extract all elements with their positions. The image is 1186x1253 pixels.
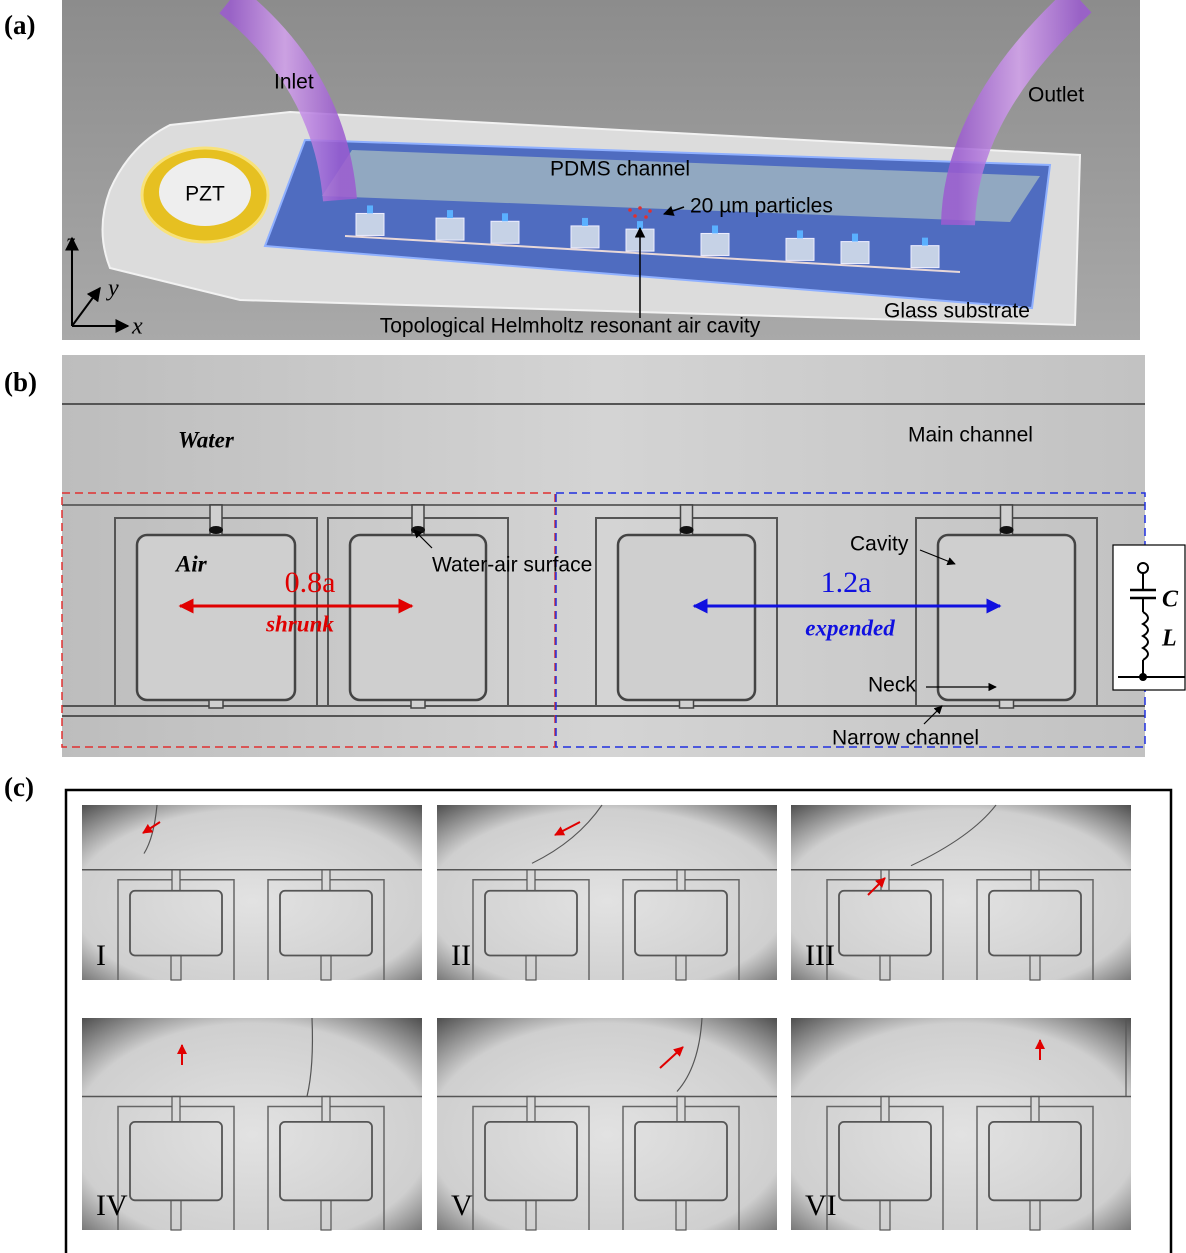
axis-x-label: x [131, 314, 143, 340]
neck [712, 225, 718, 233]
frame: V [437, 1018, 777, 1230]
inductor-label: L [1161, 626, 1177, 652]
neck [411, 700, 425, 708]
cavity-label: Topological Helmholtz resonant air cavit… [380, 315, 761, 338]
cavity [841, 242, 869, 264]
neck [922, 238, 928, 246]
cavity [571, 226, 599, 248]
shrunk-label: shrunk [265, 611, 334, 636]
panel-a: z y x (a) Inlet Outlet PZT PDMS channel … [4, 0, 1140, 340]
frame-label: III [805, 939, 835, 972]
main-channel-label: Main channel [908, 424, 1033, 447]
panel-label: (a) [4, 10, 35, 40]
expanded-label: expended [805, 615, 895, 640]
shrunk-spacing: 0.8a [285, 566, 336, 599]
substrate-label: Glass substrate [884, 300, 1030, 323]
circuit: C L [1113, 545, 1185, 690]
neck [209, 700, 223, 708]
cavity [701, 233, 729, 255]
axis-y-label: y [106, 276, 119, 302]
frame-label: V [451, 1189, 473, 1222]
cavity [491, 221, 519, 243]
neck [582, 218, 588, 226]
cavity [786, 238, 814, 260]
frame: II [437, 805, 777, 980]
cavity [618, 535, 755, 700]
particles-label: 20 µm particles [690, 195, 833, 218]
inlet-label: Inlet [274, 71, 314, 94]
water-air-surface [209, 526, 223, 534]
neck [797, 230, 803, 238]
water-label: Water [178, 427, 235, 452]
water-air-surface [411, 526, 425, 534]
cavity [938, 535, 1075, 700]
panel-b: (b) Water Main channel Air Water-air sur… [4, 355, 1185, 757]
panel-c: (c) IIIIIIIVVVI [4, 772, 1171, 1253]
narrow-channel-label: Narrow channel [832, 727, 979, 750]
neck [502, 213, 508, 221]
outlet-label: Outlet [1028, 84, 1084, 107]
air-label: Air [174, 551, 208, 576]
frame: I [82, 805, 422, 980]
pzt-label: PZT [185, 183, 225, 206]
cavity [356, 213, 384, 235]
neck-label: Neck [868, 674, 916, 697]
pdms-label: PDMS channel [550, 158, 690, 181]
expanded-spacing: 1.2a [821, 566, 872, 599]
capacitor-label: C [1162, 587, 1179, 613]
neck [1000, 700, 1014, 708]
frame-label: VI [805, 1189, 837, 1222]
water-air-surface [680, 526, 694, 534]
frame-label: I [96, 939, 106, 972]
frame-label: II [451, 939, 471, 972]
panel-label: (c) [4, 772, 34, 802]
panel-label: (b) [4, 367, 37, 397]
water-air-surface [1000, 526, 1014, 534]
neck [852, 234, 858, 242]
frame: VI [791, 1018, 1131, 1230]
frame-label: IV [96, 1189, 128, 1222]
neck [367, 205, 373, 213]
frame: III [791, 805, 1131, 980]
cavity-label: Cavity [850, 533, 909, 556]
axis-z-label: z [65, 230, 76, 256]
surface-label: Water-air surface [432, 554, 592, 577]
cavity [436, 218, 464, 240]
neck [637, 221, 643, 229]
neck [447, 210, 453, 218]
frame: IV [82, 1018, 422, 1230]
figure: z y x (a) Inlet Outlet PZT PDMS channel … [0, 0, 1186, 1253]
cavity [911, 246, 939, 268]
neck [680, 700, 694, 708]
